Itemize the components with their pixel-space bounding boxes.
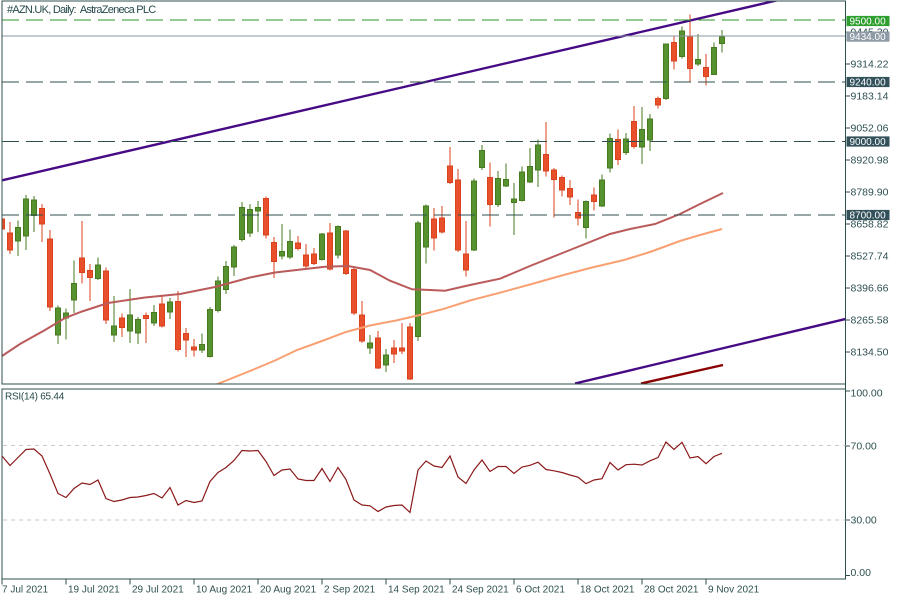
svg-text:8134.50: 8134.50 (851, 347, 889, 359)
svg-text:8527.74: 8527.74 (851, 251, 889, 263)
svg-text:0.00: 0.00 (851, 567, 872, 579)
svg-text:8700.00: 8700.00 (850, 210, 887, 221)
svg-text:9052.06: 9052.06 (851, 123, 889, 135)
svg-text:29 Jul 2021: 29 Jul 2021 (132, 585, 184, 596)
svg-text:6 Oct 2021: 6 Oct 2021 (516, 585, 565, 596)
svg-text:8658.82: 8658.82 (851, 219, 889, 231)
svg-text:9183.14: 9183.14 (851, 91, 889, 103)
svg-text:10 Aug 2021: 10 Aug 2021 (196, 585, 253, 596)
svg-text:8396.66: 8396.66 (851, 283, 889, 295)
svg-text:14 Sep 2021: 14 Sep 2021 (388, 585, 445, 596)
svg-text:9314.22: 9314.22 (851, 59, 889, 71)
svg-text:RSI(14) 65.44: RSI(14) 65.44 (5, 392, 65, 403)
svg-text:8789.90: 8789.90 (851, 187, 889, 199)
svg-text:#AZN.UK, Daily: AstraZeneca P: #AZN.UK, Daily: AstraZeneca PLC (7, 4, 156, 16)
svg-text:7 Jul 2021: 7 Jul 2021 (2, 585, 49, 596)
svg-text:18 Oct 2021: 18 Oct 2021 (580, 585, 635, 596)
svg-text:24 Sep 2021: 24 Sep 2021 (452, 585, 509, 596)
svg-text:30.00: 30.00 (851, 515, 877, 527)
svg-text:19 Jul 2021: 19 Jul 2021 (68, 585, 120, 596)
svg-text:9240.00: 9240.00 (850, 77, 887, 88)
svg-text:100.00: 100.00 (851, 388, 883, 400)
svg-text:8265.58: 8265.58 (851, 315, 889, 327)
svg-text:9 Nov 2021: 9 Nov 2021 (708, 585, 760, 596)
svg-text:2 Sep 2021: 2 Sep 2021 (324, 585, 376, 596)
svg-text:28 Oct 2021: 28 Oct 2021 (644, 585, 699, 596)
svg-text:8920.98: 8920.98 (851, 155, 889, 167)
svg-text:9000.00: 9000.00 (850, 137, 887, 148)
svg-text:70.00: 70.00 (851, 441, 877, 453)
svg-text:9500.00: 9500.00 (850, 16, 887, 27)
svg-text:20 Aug 2021: 20 Aug 2021 (260, 585, 317, 596)
svg-text:9434.00: 9434.00 (850, 32, 887, 43)
